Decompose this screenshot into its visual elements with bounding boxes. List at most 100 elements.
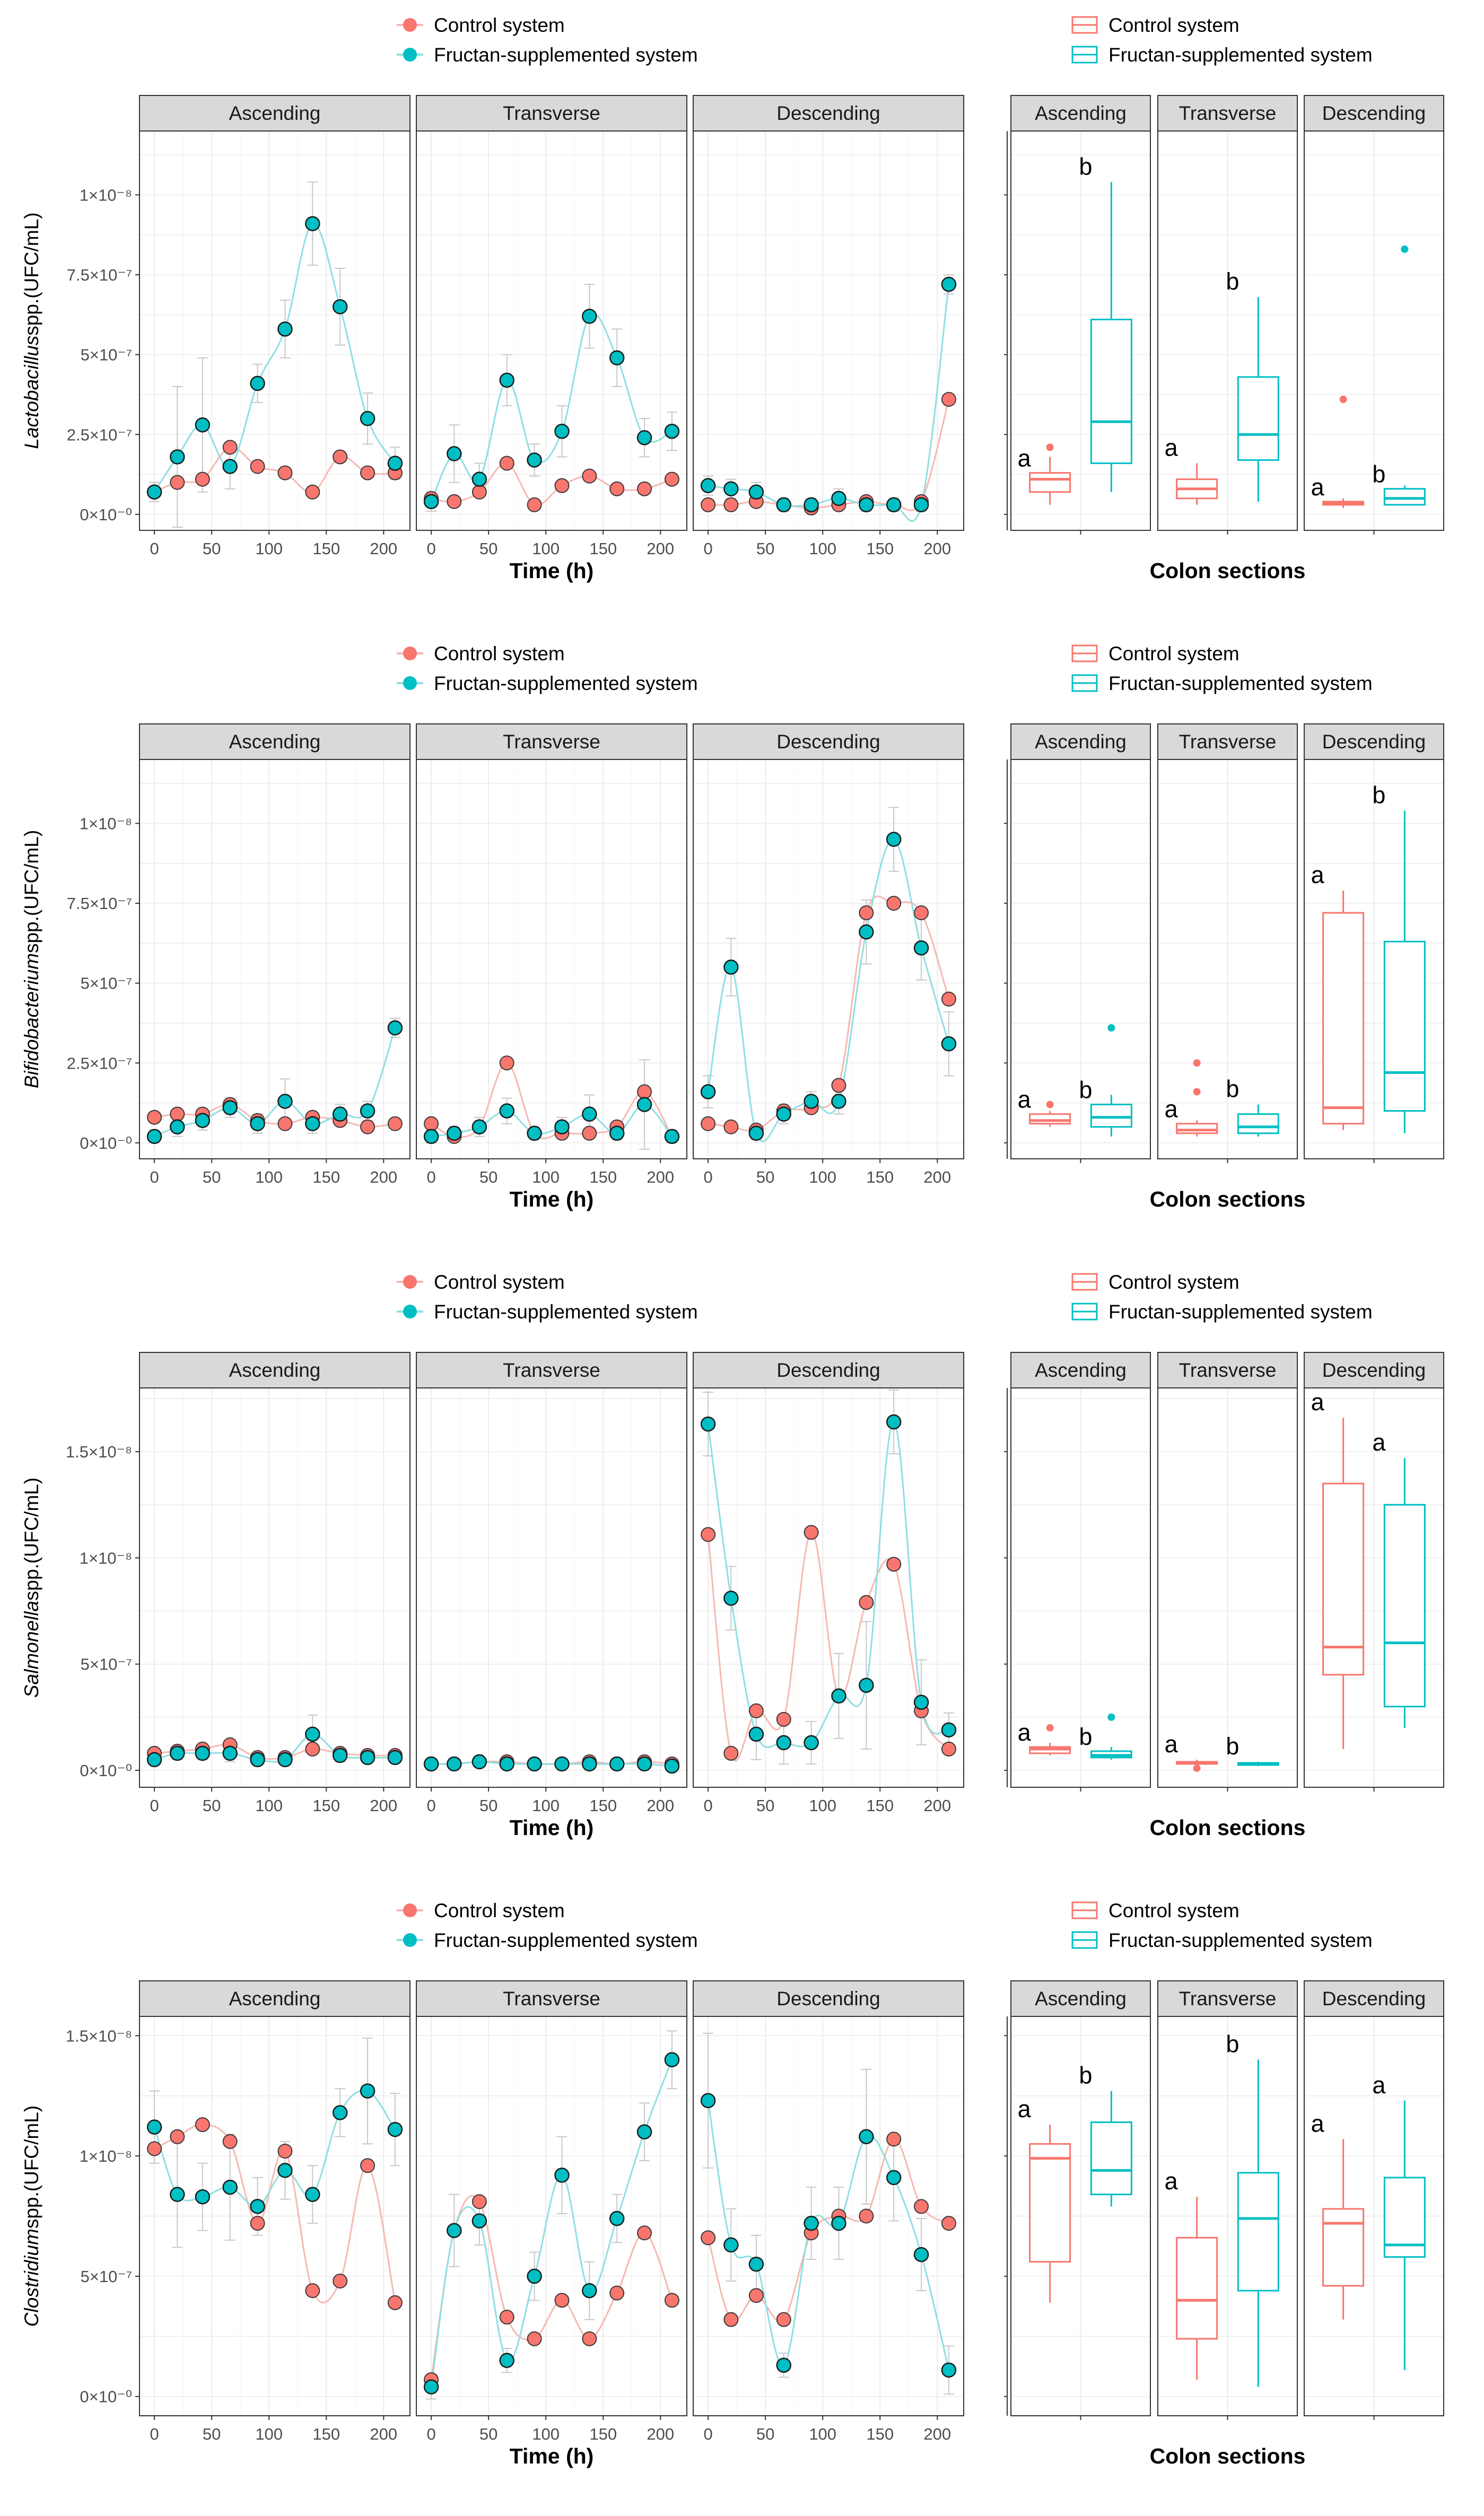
- box-control: [1322, 912, 1365, 1125]
- y-axis-title: Clostridiumspp.(UFC/mL): [21, 2106, 42, 2327]
- series-line-fructan: [707, 838, 950, 1142]
- data-point-fructan: [305, 2187, 320, 2202]
- series-line-fructan: [430, 313, 673, 502]
- box-x-axis-title: Colon sections: [1150, 2444, 1306, 2468]
- data-point-fructan: [831, 491, 846, 506]
- data-point-fructan: [360, 1103, 376, 1119]
- data-point-control: [333, 449, 348, 465]
- facet-strip: [416, 1980, 687, 2017]
- y-tick-label: 7.5×10⁻⁷: [67, 266, 132, 284]
- x-tick-label: 0: [426, 539, 435, 558]
- box-facet-2: Descending a b: [1304, 95, 1444, 535]
- data-point-fructan: [748, 484, 764, 500]
- y-tick-label: 1×10⁻⁸: [80, 814, 132, 833]
- significance-letter-control: a: [1311, 2110, 1325, 2137]
- data-point-control: [886, 2131, 902, 2147]
- legend-control-dot: [403, 647, 417, 660]
- y-tick-label: 5×10⁻⁷: [81, 346, 132, 364]
- legend-fructan-dot: [403, 1933, 417, 1947]
- facet-border: [416, 130, 687, 531]
- data-point-fructan: [277, 1094, 293, 1109]
- data-point-control: [499, 1055, 514, 1071]
- data-point-control: [664, 2293, 679, 2308]
- box-strip-label: Descending: [1322, 731, 1426, 753]
- legend-control-label: Control system: [434, 1271, 565, 1293]
- significance-letter-fructan: b: [1079, 2062, 1092, 2089]
- x-tick-label: 50: [203, 539, 221, 558]
- x-tick-label: 200: [647, 2425, 674, 2443]
- data-point-fructan: [447, 446, 462, 461]
- x-tick-label: 50: [756, 2425, 774, 2443]
- significance-letter-fructan: b: [1226, 2031, 1239, 2058]
- y-tick-label: 1×10⁻⁸: [80, 1549, 132, 1567]
- x-axis-title: Time (h): [510, 558, 594, 583]
- facet-2: Descending 0 50 100 150 200: [693, 723, 964, 1186]
- data-point-control: [831, 1078, 846, 1093]
- data-point-fructan: [554, 1756, 570, 1772]
- x-axis-title: Time (h): [510, 1815, 594, 1840]
- data-point-fructan: [423, 494, 439, 510]
- legend-fructan-label: Fructan-supplemented system: [434, 672, 698, 694]
- box-facet-2: Descending a a: [1304, 1980, 1444, 2420]
- y-tick-label: 1.5×10⁻⁸: [66, 1443, 132, 1461]
- series-line-control: [154, 1743, 395, 1760]
- data-point-control: [360, 465, 376, 481]
- y-tick-label: 7.5×10⁻⁷: [67, 894, 132, 913]
- y-tick-label: 0×10⁻⁰: [80, 1761, 132, 1780]
- x-tick-label: 150: [312, 1168, 340, 1186]
- significance-letter-fructan: b: [1226, 268, 1239, 295]
- y-axis-title-genus: Bifidobacterium: [21, 953, 42, 1088]
- box-strip: [1304, 1352, 1444, 1388]
- data-point-fructan: [941, 1722, 957, 1738]
- box-facet-2: Descending a a: [1304, 1352, 1444, 1792]
- y-axis-title: Lactobacillusspp.(UFC/mL): [21, 212, 42, 449]
- significance-letter-fructan: a: [1372, 1429, 1386, 1456]
- data-point-control: [859, 2208, 874, 2224]
- data-point-fructan: [146, 1129, 162, 1145]
- data-point-fructan: [636, 1756, 652, 1772]
- series-line-fructan: [431, 1104, 673, 1138]
- facet-border: [416, 759, 687, 1159]
- significance-letter-control: a: [1018, 2095, 1032, 2122]
- box-control: [1322, 1482, 1365, 1676]
- data-point-fructan: [305, 1116, 320, 1131]
- data-point-fructan: [527, 452, 542, 468]
- box-facet-1: Transverse a b: [1157, 1980, 1298, 2420]
- data-point-fructan: [170, 449, 185, 465]
- panel-row-2: Control system Fructan-supplemented syste…: [21, 1271, 1444, 1840]
- data-point-fructan: [222, 1745, 238, 1761]
- data-point-control: [748, 2288, 764, 2303]
- x-tick-label: 100: [809, 539, 836, 558]
- data-point-fructan: [387, 1020, 403, 1036]
- y-axis-title-unit: spp.(UFC/mL): [21, 212, 42, 335]
- data-point-control: [701, 497, 716, 512]
- data-point-fructan: [831, 1688, 846, 1704]
- data-point-fructan: [277, 321, 293, 337]
- data-point-fructan: [664, 424, 680, 439]
- legend-control-label: Control system: [434, 14, 565, 36]
- x-tick-label: 50: [479, 1796, 497, 1815]
- data-point-fructan: [804, 497, 819, 513]
- box-outlier-control: [1193, 1088, 1201, 1096]
- box-fructan: [1090, 1104, 1132, 1128]
- data-point-fructan: [195, 2189, 211, 2205]
- y-tick-label: 1×10⁻⁸: [80, 186, 132, 204]
- x-tick-label: 150: [589, 539, 617, 558]
- data-point-fructan: [250, 1752, 265, 1768]
- data-point-control: [637, 2225, 652, 2241]
- data-point-control: [527, 497, 542, 512]
- y-tick-label: 5×10⁻⁷: [81, 974, 132, 993]
- x-tick-label: 0: [426, 1168, 435, 1186]
- y-axis-title-unit: spp.(UFC/mL): [21, 1478, 42, 1601]
- data-point-control: [701, 2230, 716, 2246]
- x-tick-label: 50: [203, 1168, 221, 1186]
- data-point-control: [859, 905, 874, 921]
- y-tick-label: 0×10⁻⁰: [80, 1134, 132, 1152]
- box-strip: [1010, 1980, 1151, 2017]
- data-point-control: [554, 478, 570, 493]
- facet-border: [139, 130, 411, 531]
- data-point-control: [147, 2141, 162, 2156]
- data-point-fructan: [664, 1129, 680, 1145]
- box-strip-label: Transverse: [1179, 1359, 1277, 1381]
